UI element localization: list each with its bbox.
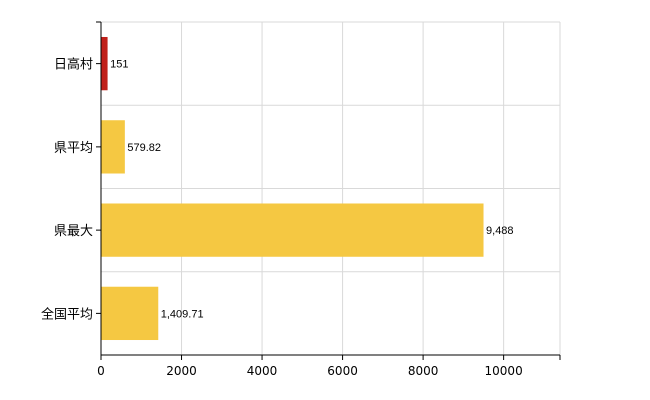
axes [96,21,561,360]
category-label: 県平均 [54,141,93,156]
category-label: 県最大 [54,224,93,239]
grid-lines [101,21,561,356]
x-tick-label: 8000 [408,364,439,378]
bar [101,286,159,341]
data-label: 1,409.71 [161,308,204,320]
data-label: 579.82 [127,142,161,154]
data-label: 151 [110,59,128,71]
data-label: 9,488 [486,225,514,237]
x-tick-label: 4000 [247,364,278,378]
x-tick-label: 6000 [327,364,358,378]
labels: 日高村 151 県平均 579.82 県最大 9,488 全国平均 1,409.71 0 2000… [41,57,523,378]
x-tick-label: 2000 [166,364,197,378]
x-tick-label: 10000 [485,364,523,378]
x-tick-label: 0 [97,364,105,378]
bar [101,36,108,91]
bar [101,120,125,174]
bars [101,36,484,341]
category-label: 日高村 [54,57,93,73]
bar [101,203,484,257]
category-label: 全国平均 [41,306,93,322]
